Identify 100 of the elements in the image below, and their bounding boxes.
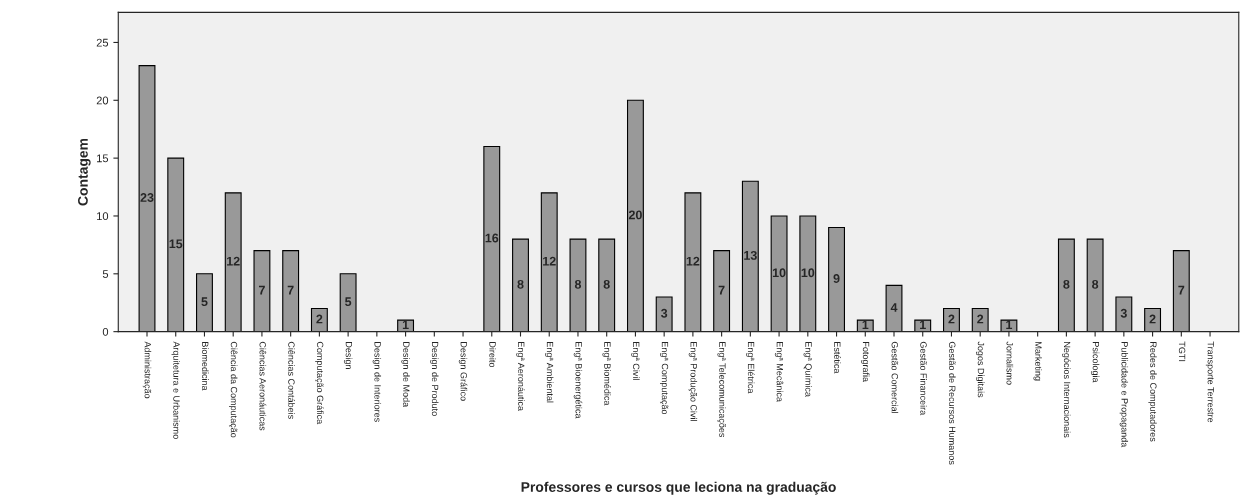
bar [713, 250, 731, 332]
bar [224, 192, 242, 332]
bar [885, 284, 903, 332]
x-tick-label: Engª Bioenergética [573, 342, 583, 419]
data-label: 7 [1178, 285, 1185, 295]
y-tick-label: 10 [97, 212, 109, 221]
data-label: 1 [1006, 320, 1013, 330]
data-label: 4 [890, 303, 898, 312]
bar [196, 273, 213, 332]
x-tick-label: Transporte Terrestre [1205, 341, 1214, 423]
x-axis-title: Professores e cursos que leciona na graduação [521, 481, 836, 495]
bar [1172, 250, 1190, 332]
x-tick-label: Arquitetura e Urbanismo [171, 341, 180, 439]
x-tick-label: Engª Mecânica [774, 342, 784, 402]
bar [1057, 238, 1075, 332]
x-tick-label: Direito [489, 342, 496, 368]
x-tick-label: Psicologia [1090, 342, 1100, 383]
bar [1144, 307, 1162, 332]
x-tick-label: Fotografia [861, 342, 870, 383]
data-label: 13 [744, 250, 757, 260]
x-tick-label: Engª Elétrica [746, 342, 755, 394]
bar [339, 273, 357, 332]
x-tick-label: Gestão Financeira [920, 341, 927, 416]
bar [310, 307, 328, 332]
bar [655, 296, 673, 332]
bar [626, 99, 644, 332]
data-label: 8 [603, 279, 610, 289]
data-label: 10 [772, 268, 786, 278]
x-tick-label: TGTI [1178, 341, 1186, 362]
bar [799, 215, 817, 332]
bar [856, 319, 874, 332]
bar [943, 307, 960, 332]
x-tick-label: Ciência da Computação [228, 341, 238, 438]
bar [167, 157, 185, 332]
x-tick-label: Estética [834, 342, 841, 374]
bar [512, 238, 529, 332]
data-label: 1 [402, 320, 409, 330]
data-label: 2 [316, 314, 323, 324]
bar [483, 146, 501, 332]
x-tick-label: Engª Ambiental [545, 342, 554, 403]
y-tick-label: 25 [96, 38, 109, 47]
bar [1115, 296, 1133, 332]
data-label: 23 [140, 193, 154, 202]
x-tick-label: Engª Biomédica [602, 342, 611, 406]
y-tick-label: 15 [97, 154, 109, 163]
x-tick-label: Design de Produto [430, 342, 439, 416]
data-label: 16 [485, 233, 499, 243]
bar [828, 226, 846, 332]
data-label: 2 [948, 314, 955, 324]
data-label: 12 [227, 256, 240, 266]
data-label: 8 [517, 279, 524, 289]
bar [282, 250, 300, 332]
x-tick-label: Redes de Computadores [1148, 342, 1157, 442]
bar [684, 192, 702, 332]
data-label: 2 [1149, 314, 1156, 324]
data-label: 8 [574, 279, 582, 289]
data-label: 10 [801, 268, 815, 278]
x-tick-label: Design [343, 342, 353, 369]
data-label: 20 [628, 210, 642, 220]
bar [1086, 238, 1104, 332]
bar [138, 65, 156, 332]
y-axis-title: Contagem [78, 138, 91, 206]
data-label: 7 [287, 285, 294, 295]
x-tick-label: Engª Química [803, 342, 813, 397]
data-label: 8 [1063, 279, 1070, 289]
bar [770, 215, 788, 332]
x-tick-label: Negócios Internacionais [1062, 342, 1071, 438]
data-label: 1 [920, 320, 926, 330]
bar [569, 238, 587, 332]
x-tick-label: Jornalismo [1006, 341, 1014, 385]
y-tick-label: 0 [102, 327, 109, 336]
bar [540, 192, 558, 332]
x-tick-label: Computação Gráfica [315, 341, 324, 425]
x-tick-label: Publicidade e Propaganda [1119, 342, 1129, 448]
x-tick-label: Engª Computação [659, 342, 669, 415]
y-tick-label: 20 [96, 96, 109, 105]
x-tick-label: Biomedicina [202, 342, 209, 391]
x-tick-label: Gestão Comercial [891, 341, 899, 414]
x-tick-label: Engª Civil [631, 342, 640, 380]
x-tick-label: Marketing [1033, 342, 1042, 381]
x-tick-label: Administração [142, 341, 152, 399]
data-label: 9 [833, 274, 840, 283]
bar [741, 180, 759, 332]
y-tick-label: 5 [102, 270, 109, 278]
x-tick-label: Engª Aeronáutica [516, 342, 525, 411]
x-tick-label: Engª Produção Civil [688, 342, 698, 421]
data-label: 2 [977, 314, 984, 324]
x-tick-label: Design de Interiores [372, 342, 382, 422]
bar [598, 238, 616, 332]
data-label: 12 [543, 256, 556, 266]
x-tick-label: Ciências Aeronáuticas [259, 341, 267, 431]
data-label: 7 [718, 285, 725, 295]
data-label: 15 [169, 239, 183, 249]
bar [971, 307, 989, 332]
data-label: 5 [201, 297, 208, 307]
x-tick-label: Design de Moda [401, 342, 410, 408]
data-label: 8 [1092, 279, 1099, 289]
data-label: 3 [660, 308, 668, 318]
x-tick-label: Design Gráfico [458, 342, 468, 401]
bar [253, 250, 271, 332]
